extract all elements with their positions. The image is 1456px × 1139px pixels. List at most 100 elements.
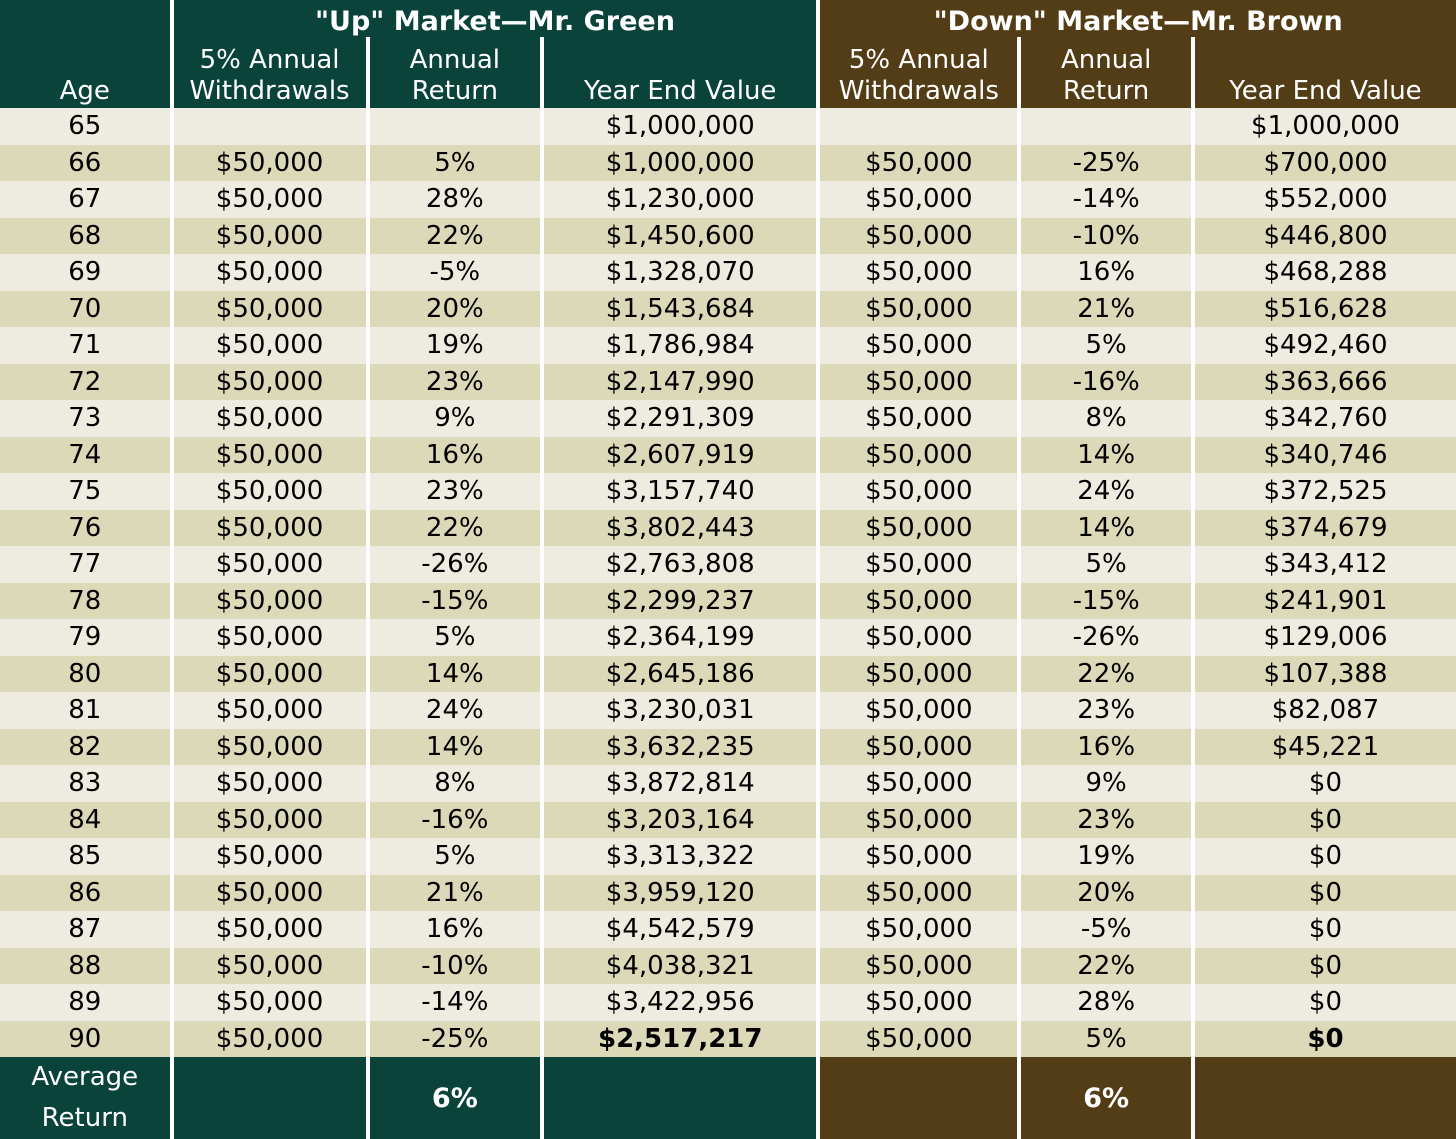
table-row: 90 $50,000 -25% $2,517,217 $50,000 5% $0 bbox=[0, 1020, 1456, 1057]
up-withdrawal-cell: $50,000 bbox=[169, 546, 368, 583]
down-withdrawal-cell: $50,000 bbox=[816, 400, 1020, 437]
down-withdrawal-cell: $50,000 bbox=[816, 181, 1020, 218]
down-return-cell: -16% bbox=[1017, 363, 1193, 400]
down-year-end-value-cell: $129,006 bbox=[1190, 619, 1456, 656]
up-withdrawal-cell: $50,000 bbox=[169, 911, 368, 948]
age-cell: 77 bbox=[0, 546, 172, 583]
down-return-cell bbox=[1017, 108, 1193, 145]
up-withdrawal-cell: $50,000 bbox=[169, 254, 368, 291]
down-withdrawal-cell: $50,000 bbox=[816, 363, 1020, 400]
table-row: 78 $50,000 -15% $2,299,237 $50,000 -15% $241,9… bbox=[0, 582, 1456, 619]
down-return-cell: -15% bbox=[1017, 582, 1193, 619]
up-year-end-value-cell: $4,542,579 bbox=[540, 911, 819, 948]
down-year-end-value-cell: $0 bbox=[1190, 947, 1456, 984]
up-year-end-value-cell: $3,230,031 bbox=[540, 692, 819, 729]
up-year-end-value-header: Year End Value bbox=[540, 37, 819, 108]
table-row: 75 $50,000 23% $3,157,740 $50,000 24% $372,525 bbox=[0, 473, 1456, 510]
down-year-end-value-cell: $516,628 bbox=[1190, 290, 1456, 327]
down-year-end-value-cell: $0 bbox=[1190, 765, 1456, 802]
down-return-cell: -14% bbox=[1017, 181, 1193, 218]
up-withdrawal-cell bbox=[169, 108, 368, 145]
down-return-cell: 5% bbox=[1017, 327, 1193, 364]
up-year-end-value-cell: $2,763,808 bbox=[540, 546, 819, 583]
up-year-end-value-cell: $2,299,237 bbox=[540, 582, 819, 619]
up-return-cell: 20% bbox=[365, 290, 543, 327]
up-year-end-value-cell: $2,147,990 bbox=[540, 363, 819, 400]
up-return-cell: 23% bbox=[365, 473, 543, 510]
up-withdrawal-cell: $50,000 bbox=[169, 947, 368, 984]
down-withdrawal-cell: $50,000 bbox=[816, 984, 1020, 1021]
up-year-end-value-cell: $3,422,956 bbox=[540, 984, 819, 1021]
down-year-end-value-cell: $374,679 bbox=[1190, 509, 1456, 546]
up-withdrawal-cell: $50,000 bbox=[169, 363, 368, 400]
down-year-end-value-cell: $343,412 bbox=[1190, 546, 1456, 583]
column-header-row: Age 5% Annual Withdrawals Annual Return … bbox=[0, 37, 1456, 108]
down-year-end-value-cell: $107,388 bbox=[1190, 655, 1456, 692]
up-return-cell: 8% bbox=[365, 765, 543, 802]
down-withdrawal-cell: $50,000 bbox=[816, 801, 1020, 838]
up-return-cell: 5% bbox=[365, 838, 543, 875]
table-row: 80 $50,000 14% $2,645,186 $50,000 22% $107,388 bbox=[0, 655, 1456, 692]
down-return-cell: 20% bbox=[1017, 874, 1193, 911]
up-year-end-value-cell: $1,543,684 bbox=[540, 290, 819, 327]
down-year-end-value-cell: $82,087 bbox=[1190, 692, 1456, 729]
age-header-blank bbox=[0, 0, 172, 37]
up-withdrawal-cell: $50,000 bbox=[169, 436, 368, 473]
up-withdrawal-cell: $50,000 bbox=[169, 619, 368, 656]
down-year-end-value-cell: $45,221 bbox=[1190, 728, 1456, 765]
up-return-cell: -25% bbox=[365, 1020, 543, 1057]
age-cell: 68 bbox=[0, 217, 172, 254]
up-year-end-value-cell: $2,364,199 bbox=[540, 619, 819, 656]
age-cell: 71 bbox=[0, 327, 172, 364]
table-row: 89 $50,000 -14% $3,422,956 $50,000 28% $0 bbox=[0, 984, 1456, 1021]
table-row: 87 $50,000 16% $4,542,579 $50,000 -5% $0 bbox=[0, 911, 1456, 948]
age-cell: 69 bbox=[0, 254, 172, 291]
table-row: 82 $50,000 14% $3,632,235 $50,000 16% $45,221 bbox=[0, 728, 1456, 765]
up-return-cell: 16% bbox=[365, 436, 543, 473]
age-cell: 76 bbox=[0, 509, 172, 546]
up-year-end-value-cell: $1,230,000 bbox=[540, 181, 819, 218]
up-annual-return-header: Annual Return bbox=[365, 37, 543, 108]
up-avg-blank-2 bbox=[540, 1057, 819, 1139]
table-row: 72 $50,000 23% $2,147,990 $50,000 -16% $363,66… bbox=[0, 363, 1456, 400]
down-return-cell: 8% bbox=[1017, 400, 1193, 437]
up-year-end-value-cell: $1,450,600 bbox=[540, 217, 819, 254]
down-average-return: 6% bbox=[1017, 1057, 1193, 1139]
up-withdrawal-cell: $50,000 bbox=[169, 692, 368, 729]
age-cell: 88 bbox=[0, 947, 172, 984]
age-cell: 90 bbox=[0, 1020, 172, 1057]
up-year-end-value-cell: $3,157,740 bbox=[540, 473, 819, 510]
down-withdrawal-cell: $50,000 bbox=[816, 911, 1020, 948]
down-withdrawal-cell: $50,000 bbox=[816, 217, 1020, 254]
up-return-cell: 22% bbox=[365, 217, 543, 254]
up-withdrawal-cell: $50,000 bbox=[169, 838, 368, 875]
up-year-end-value-cell: $3,632,235 bbox=[540, 728, 819, 765]
up-return-cell: -26% bbox=[365, 546, 543, 583]
down-withdrawal-cell: $50,000 bbox=[816, 254, 1020, 291]
down-year-end-value-cell: $492,460 bbox=[1190, 327, 1456, 364]
age-cell: 67 bbox=[0, 181, 172, 218]
down-return-cell: 19% bbox=[1017, 838, 1193, 875]
down-withdrawal-cell: $50,000 bbox=[816, 692, 1020, 729]
down-return-cell: 16% bbox=[1017, 254, 1193, 291]
down-withdrawal-cell: $50,000 bbox=[816, 473, 1020, 510]
up-withdrawal-cell: $50,000 bbox=[169, 655, 368, 692]
down-withdrawal-cell: $50,000 bbox=[816, 874, 1020, 911]
up-avg-blank-1 bbox=[169, 1057, 368, 1139]
up-return-cell bbox=[365, 108, 543, 145]
up-year-end-value-cell: $3,872,814 bbox=[540, 765, 819, 802]
down-withdrawal-cell: $50,000 bbox=[816, 619, 1020, 656]
down-return-cell: -25% bbox=[1017, 144, 1193, 181]
down-return-cell: 14% bbox=[1017, 509, 1193, 546]
up-year-end-value-cell: $1,000,000 bbox=[540, 144, 819, 181]
down-year-end-value-cell: $700,000 bbox=[1190, 144, 1456, 181]
up-year-end-value-cell: $3,203,164 bbox=[540, 801, 819, 838]
up-return-cell: 9% bbox=[365, 400, 543, 437]
down-withdrawal-cell: $50,000 bbox=[816, 838, 1020, 875]
up-return-cell: -10% bbox=[365, 947, 543, 984]
age-cell: 83 bbox=[0, 765, 172, 802]
age-cell: 70 bbox=[0, 290, 172, 327]
up-return-cell: 5% bbox=[365, 619, 543, 656]
down-return-cell: 16% bbox=[1017, 728, 1193, 765]
down-return-cell: -26% bbox=[1017, 619, 1193, 656]
